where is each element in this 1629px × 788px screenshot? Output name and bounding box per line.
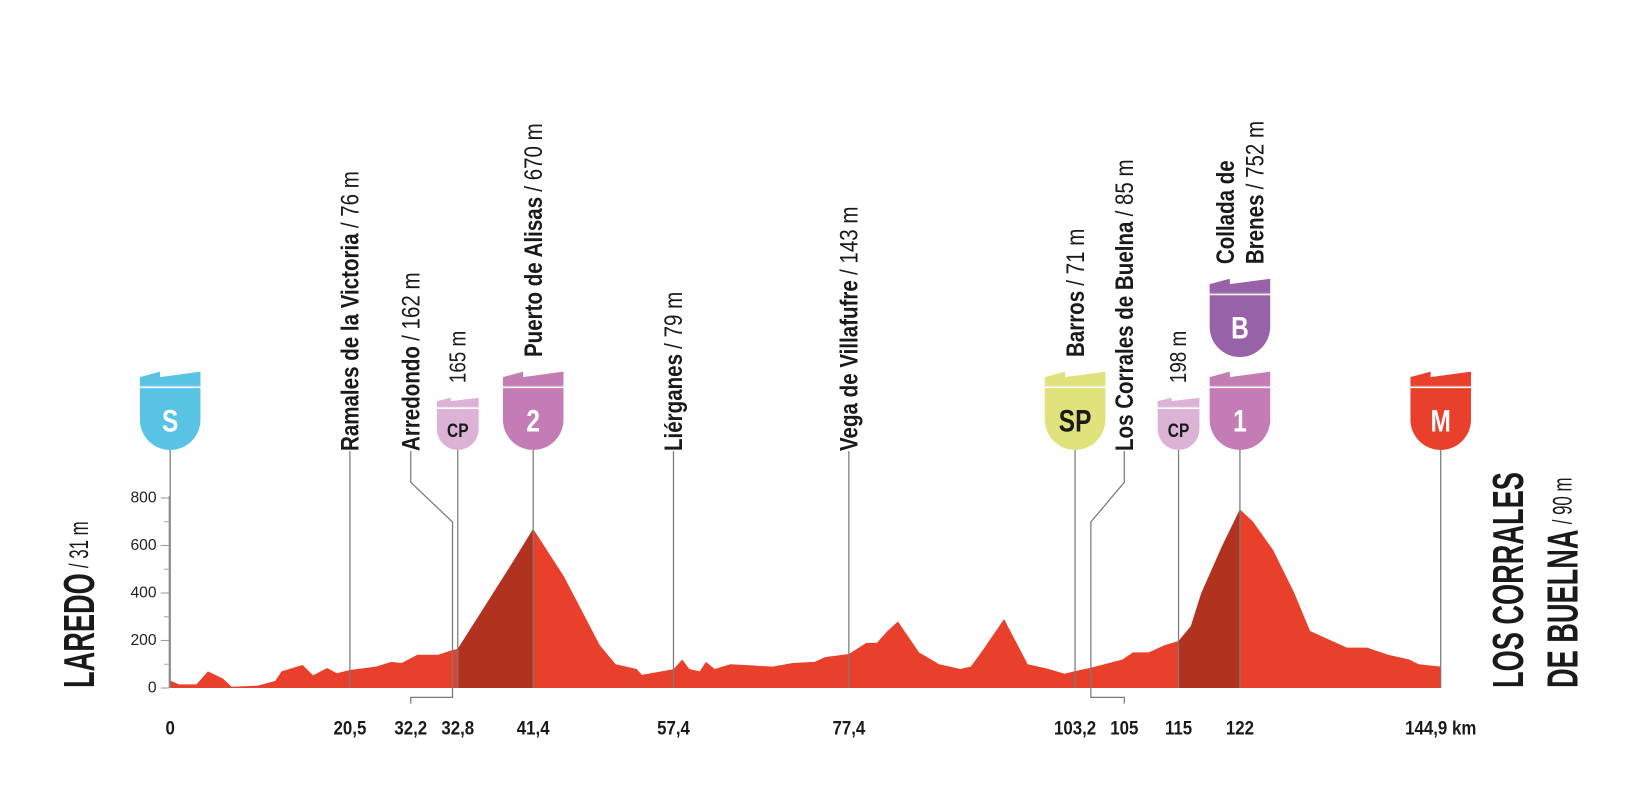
icon-shield — [1410, 385, 1471, 450]
icon-shield — [1157, 406, 1200, 450]
waypoint-label: Barros / 71 m — [1061, 229, 1089, 357]
waypoint-altitude: / 162 m — [397, 272, 425, 341]
icon: M — [1410, 371, 1471, 450]
waypoint-altitude: 198 m — [1166, 331, 1191, 383]
waypoint-label: Ramales de la Victoria / 76 m — [336, 171, 364, 451]
waypoint-name: Liérganes — [659, 354, 687, 451]
y-tick-label: 600 — [130, 537, 156, 554]
waypoint-name: Los Corrales de Buelna — [1110, 221, 1138, 451]
waypoint-label: Los Corrales de Buelna / 85 m — [1110, 159, 1138, 451]
x-tick-label: 144,9 km — [1405, 716, 1476, 739]
x-tick-label: 122 — [1226, 716, 1254, 739]
finish-town: DE BUELNA — [1537, 529, 1586, 688]
waypoint-name: Puerto de Alisas — [519, 197, 547, 357]
waypoint-altitude: / 752 m — [1240, 121, 1268, 190]
waypoint-altitude: / 76 m — [336, 171, 364, 228]
icon-label: S — [162, 404, 178, 439]
waypoint-line — [1090, 451, 1125, 704]
waypoint-label: Brenes / 752 m — [1240, 121, 1268, 264]
icon-shield — [1044, 385, 1106, 450]
altitude: 165 m — [445, 331, 470, 383]
finish-town: LOS CORRALES — [1483, 472, 1532, 688]
icon-label: 2 — [526, 404, 540, 439]
y-tick-label: 800 — [130, 489, 156, 506]
icon-label: 1 — [1233, 404, 1247, 439]
start-town: LAREDO — [54, 573, 103, 688]
icon-top — [436, 397, 479, 407]
icon-top — [139, 371, 201, 386]
icon-label: B — [1231, 311, 1249, 346]
x-tick-label: 77,4 — [832, 716, 865, 739]
icon-shield — [1209, 385, 1271, 450]
y-tick-label: 0 — [148, 679, 157, 696]
waypoint-altitude: 165 m — [445, 331, 470, 383]
waypoint-line — [410, 451, 454, 704]
waypoint-label: Liérganes / 79 m — [659, 292, 687, 451]
icon: B — [1209, 278, 1271, 358]
waypoint-altitude: / 79 m — [659, 292, 687, 349]
x-tick-label: 103,2 — [1054, 716, 1096, 739]
waypoint-name: Barros — [1061, 291, 1089, 357]
x-tick-label: 32,8 — [441, 716, 474, 739]
icon-top — [502, 371, 564, 386]
x-tick-label: 105 — [1110, 716, 1138, 739]
climb-shade — [457, 528, 534, 688]
icon-label: CP — [1168, 419, 1190, 441]
icon-top — [1209, 371, 1271, 386]
waypoint-name: Brenes — [1240, 194, 1268, 264]
start-name: LAREDO / 31 m — [54, 521, 103, 688]
climb-shade — [1178, 509, 1240, 688]
waypoint-name: Arredondo — [397, 346, 425, 451]
x-tick-label: 20,5 — [334, 716, 367, 739]
y-tick-label: 200 — [130, 632, 156, 649]
icon: CP — [436, 397, 479, 450]
plot: 0 200 400 600 800 S 0 LAREDO / 31 m 20,5 Ramales d… — [54, 121, 1587, 739]
icon: S — [139, 371, 201, 450]
y-tick-label: 400 — [130, 584, 156, 601]
finish-name: LOS CORRALES — [1483, 472, 1532, 688]
icon-label: CP — [447, 419, 469, 441]
finish-altitude: / 90 m — [1547, 478, 1577, 525]
icon-label: M — [1431, 404, 1451, 439]
waypoint-label: Collada de — [1211, 160, 1239, 264]
icon: CP — [1157, 397, 1200, 450]
icon-top — [1157, 397, 1200, 407]
x-tick-label: 57,4 — [657, 716, 690, 739]
waypoint-altitude: / 85 m — [1110, 159, 1138, 216]
waypoint-name: Vega de Villafufre — [835, 280, 863, 451]
waypoint-name: Ramales de la Victoria — [336, 233, 364, 451]
icon-shield — [436, 406, 479, 450]
elevation-area — [170, 509, 1441, 688]
finish-name: DE BUELNA / 90 m — [1537, 478, 1586, 688]
waypoint-altitude: / 71 m — [1061, 229, 1089, 286]
waypoint-altitude: / 143 m — [835, 206, 863, 275]
icon-shield — [1209, 292, 1271, 358]
icon-top — [1044, 371, 1106, 386]
x-tick-label: 115 — [1165, 716, 1192, 739]
waypoint-altitude: / 670 m — [519, 123, 547, 192]
icon: 1 — [1209, 371, 1271, 450]
start-altitude: / 31 m — [63, 521, 93, 568]
x-tick-label: 32,2 — [394, 716, 427, 739]
waypoint-label: Puerto de Alisas / 670 m — [519, 123, 547, 357]
icon-shield — [139, 385, 201, 450]
x-tick-label: 41,4 — [517, 716, 550, 739]
altitude: 198 m — [1166, 331, 1191, 383]
icon: SP — [1044, 371, 1106, 450]
icon-label: SP — [1059, 404, 1092, 439]
icon-top — [1410, 371, 1471, 386]
icon-shield — [502, 385, 564, 450]
icon: 2 — [502, 371, 564, 450]
x-tick-label: 0 — [165, 716, 174, 739]
waypoint-label: Arredondo / 162 m — [397, 272, 425, 451]
waypoint-label: Vega de Villafufre / 143 m — [835, 206, 863, 451]
icon-top — [1209, 278, 1271, 293]
waypoint-name: Collada de — [1211, 160, 1239, 264]
